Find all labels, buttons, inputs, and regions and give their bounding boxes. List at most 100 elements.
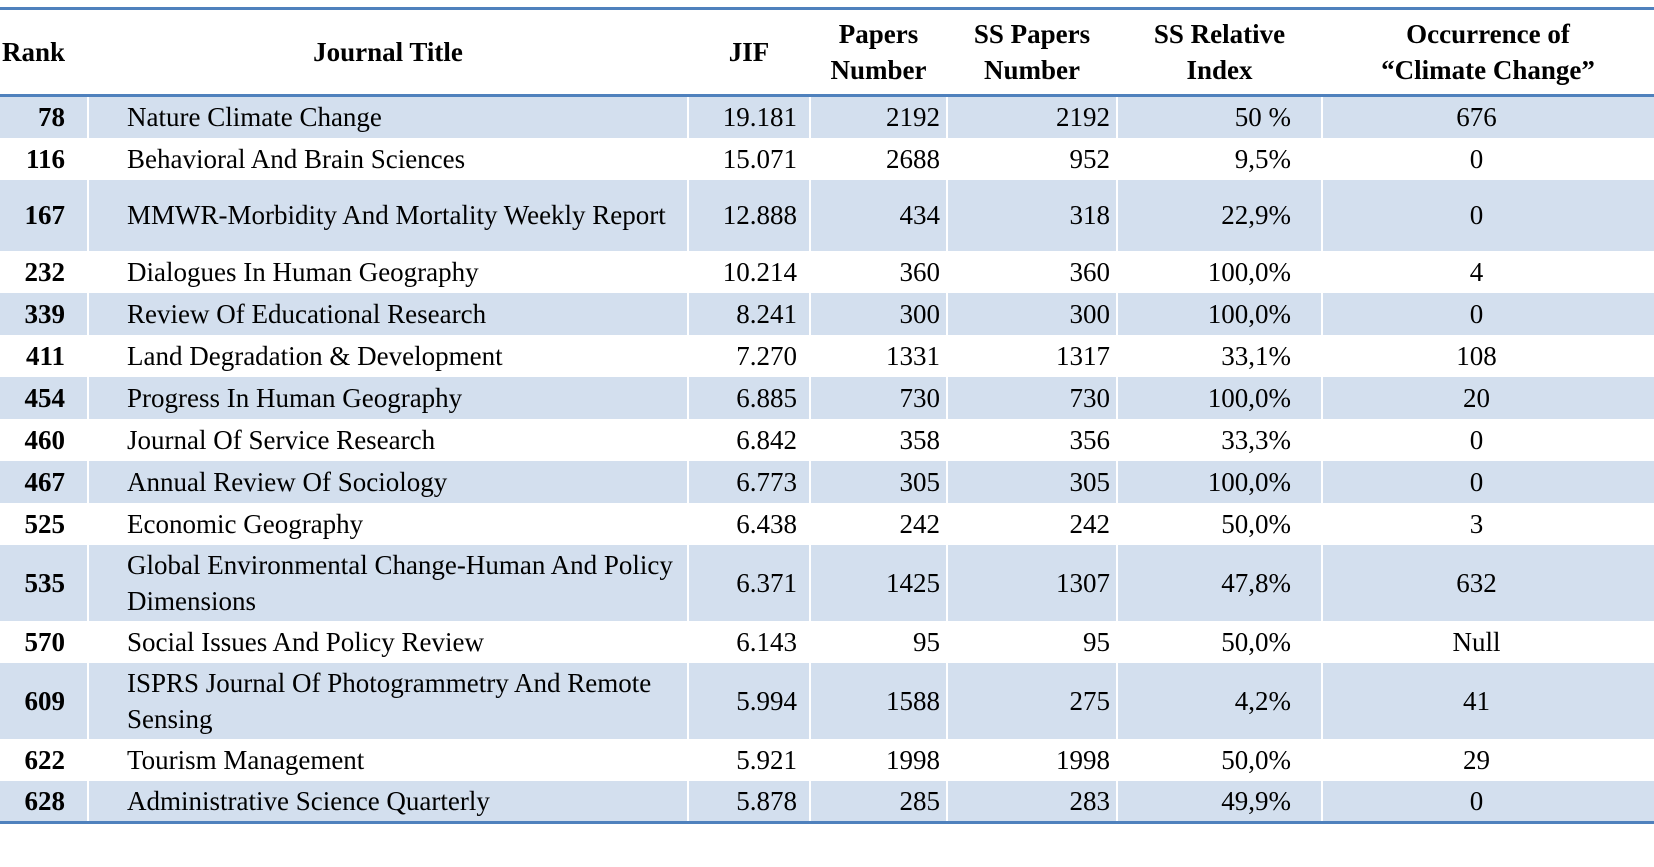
- cell-journal-title: Global Environmental Change-Human And Po…: [87, 544, 688, 621]
- cell-papers-number: 300: [809, 292, 947, 335]
- cell-occurrence: 0: [1321, 179, 1654, 251]
- cell-papers-number: 434: [809, 179, 947, 251]
- header-ss-papers-number: SS Papers Number: [947, 7, 1117, 97]
- cell-papers-number: 358: [809, 418, 947, 461]
- cell-ss-papers-number: 360: [946, 250, 1117, 293]
- cell-papers-number: 1588: [809, 662, 947, 739]
- cell-rank: 460: [0, 418, 88, 461]
- table-row: 460 Journal Of Service Research 6.842 35…: [0, 418, 1654, 461]
- cell-journal-title: Social Issues And Policy Review: [87, 620, 688, 663]
- cell-journal-title: Annual Review Of Sociology: [87, 460, 688, 503]
- cell-journal-title: Tourism Management: [87, 738, 688, 781]
- cell-journal-title: Behavioral And Brain Sciences: [87, 137, 688, 180]
- cell-ss-relative-index: 33,1%: [1116, 334, 1322, 377]
- table-row: 454 Progress In Human Geography 6.885 73…: [0, 376, 1654, 419]
- cell-occurrence: 4: [1321, 250, 1654, 293]
- cell-jif: 10.214: [687, 250, 810, 293]
- cell-ss-papers-number: 242: [946, 502, 1117, 545]
- cell-occurrence: 676: [1321, 95, 1654, 138]
- cell-jif: 5.921: [687, 738, 810, 781]
- cell-journal-title: Land Degradation & Development: [87, 334, 688, 377]
- header-journal-title: Journal Title: [88, 7, 688, 97]
- header-rank: Rank: [0, 7, 88, 97]
- cell-jif: 6.842: [687, 418, 810, 461]
- cell-journal-title: Dialogues In Human Geography: [87, 250, 688, 293]
- table-row: 167 MMWR-Morbidity And Mortality Weekly …: [0, 179, 1654, 251]
- journal-ranking-table: Rank Journal Title JIF Papers Number SS …: [0, 7, 1654, 824]
- table-header: Rank Journal Title JIF Papers Number SS …: [0, 7, 1654, 97]
- cell-occurrence: 0: [1321, 292, 1654, 335]
- cell-ss-papers-number: 283: [946, 780, 1117, 824]
- cell-ss-relative-index: 22,9%: [1116, 179, 1322, 251]
- header-ss-relative-line2: Index: [1186, 55, 1253, 85]
- header-rank-label: Rank: [2, 37, 66, 67]
- cell-journal-title: Review Of Educational Research: [87, 292, 688, 335]
- table-row: 232 Dialogues In Human Geography 10.214 …: [0, 250, 1654, 293]
- header-occurrence: Occurrence of “Climate Change”: [1322, 7, 1654, 97]
- header-ss-papers-line1: SS Papers: [973, 19, 1091, 49]
- cell-ss-relative-index: 47,8%: [1116, 544, 1322, 621]
- cell-jif: 15.071: [687, 137, 810, 180]
- cell-jif: 6.438: [687, 502, 810, 545]
- header-occurrence-line2: “Climate Change”: [1381, 55, 1595, 85]
- cell-rank: 525: [0, 502, 88, 545]
- cell-occurrence: 632: [1321, 544, 1654, 621]
- cell-ss-papers-number: 952: [946, 137, 1117, 180]
- table-row: 535 Global Environmental Change-Human An…: [0, 544, 1654, 621]
- table-row: 622 Tourism Management 5.921 1998 1998 5…: [0, 738, 1654, 781]
- header-ss-relative-index: SS Relative Index: [1117, 7, 1322, 97]
- cell-ss-papers-number: 1307: [946, 544, 1117, 621]
- cell-ss-relative-index: 100,0%: [1116, 460, 1322, 503]
- table-row: 570 Social Issues And Policy Review 6.14…: [0, 620, 1654, 663]
- cell-occurrence: 108: [1321, 334, 1654, 377]
- cell-rank: 622: [0, 738, 88, 781]
- cell-ss-relative-index: 50,0%: [1116, 620, 1322, 663]
- cell-rank: 411: [0, 334, 88, 377]
- cell-jif: 6.773: [687, 460, 810, 503]
- cell-rank: 454: [0, 376, 88, 419]
- cell-papers-number: 2192: [809, 95, 947, 138]
- header-papers-line2: Number: [830, 55, 927, 85]
- cell-ss-relative-index: 4,2%: [1116, 662, 1322, 739]
- cell-journal-title: MMWR-Morbidity And Mortality Weekly Repo…: [87, 179, 688, 251]
- cell-journal-title: Administrative Science Quarterly: [87, 780, 688, 824]
- cell-ss-papers-number: 356: [946, 418, 1117, 461]
- table-row: 628 Administrative Science Quarterly 5.8…: [0, 780, 1654, 824]
- header-jif-label: JIF: [728, 37, 770, 67]
- cell-papers-number: 305: [809, 460, 947, 503]
- cell-occurrence: 0: [1321, 137, 1654, 180]
- cell-rank: 116: [0, 137, 88, 180]
- table-row: 339 Review Of Educational Research 8.241…: [0, 292, 1654, 335]
- cell-ss-relative-index: 50 %: [1116, 95, 1322, 138]
- cell-jif: 6.143: [687, 620, 810, 663]
- cell-papers-number: 360: [809, 250, 947, 293]
- table-row: 78 Nature Climate Change 19.181 2192 219…: [0, 95, 1654, 138]
- cell-journal-title: Progress In Human Geography: [87, 376, 688, 419]
- cell-ss-papers-number: 1317: [946, 334, 1117, 377]
- cell-rank: 232: [0, 250, 88, 293]
- cell-jif: 6.885: [687, 376, 810, 419]
- cell-ss-papers-number: 730: [946, 376, 1117, 419]
- cell-jif: 19.181: [687, 95, 810, 138]
- cell-occurrence: 0: [1321, 418, 1654, 461]
- cell-papers-number: 1331: [809, 334, 947, 377]
- cell-occurrence: 29: [1321, 738, 1654, 781]
- cell-papers-number: 1425: [809, 544, 947, 621]
- cell-ss-papers-number: 300: [946, 292, 1117, 335]
- header-journal-title-label: Journal Title: [313, 37, 463, 67]
- cell-papers-number: 242: [809, 502, 947, 545]
- cell-ss-papers-number: 318: [946, 179, 1117, 251]
- cell-ss-relative-index: 100,0%: [1116, 376, 1322, 419]
- cell-occurrence: 0: [1321, 460, 1654, 503]
- header-ss-relative-line1: SS Relative: [1153, 19, 1286, 49]
- cell-jif: 7.270: [687, 334, 810, 377]
- table-row: 525 Economic Geography 6.438 242 242 50,…: [0, 502, 1654, 545]
- table-row: 411 Land Degradation & Development 7.270…: [0, 334, 1654, 377]
- cell-jif: 12.888: [687, 179, 810, 251]
- cell-ss-relative-index: 100,0%: [1116, 250, 1322, 293]
- cell-ss-relative-index: 49,9%: [1116, 780, 1322, 824]
- cell-rank: 570: [0, 620, 88, 663]
- cell-ss-relative-index: 9,5%: [1116, 137, 1322, 180]
- cell-journal-title: Nature Climate Change: [87, 95, 688, 138]
